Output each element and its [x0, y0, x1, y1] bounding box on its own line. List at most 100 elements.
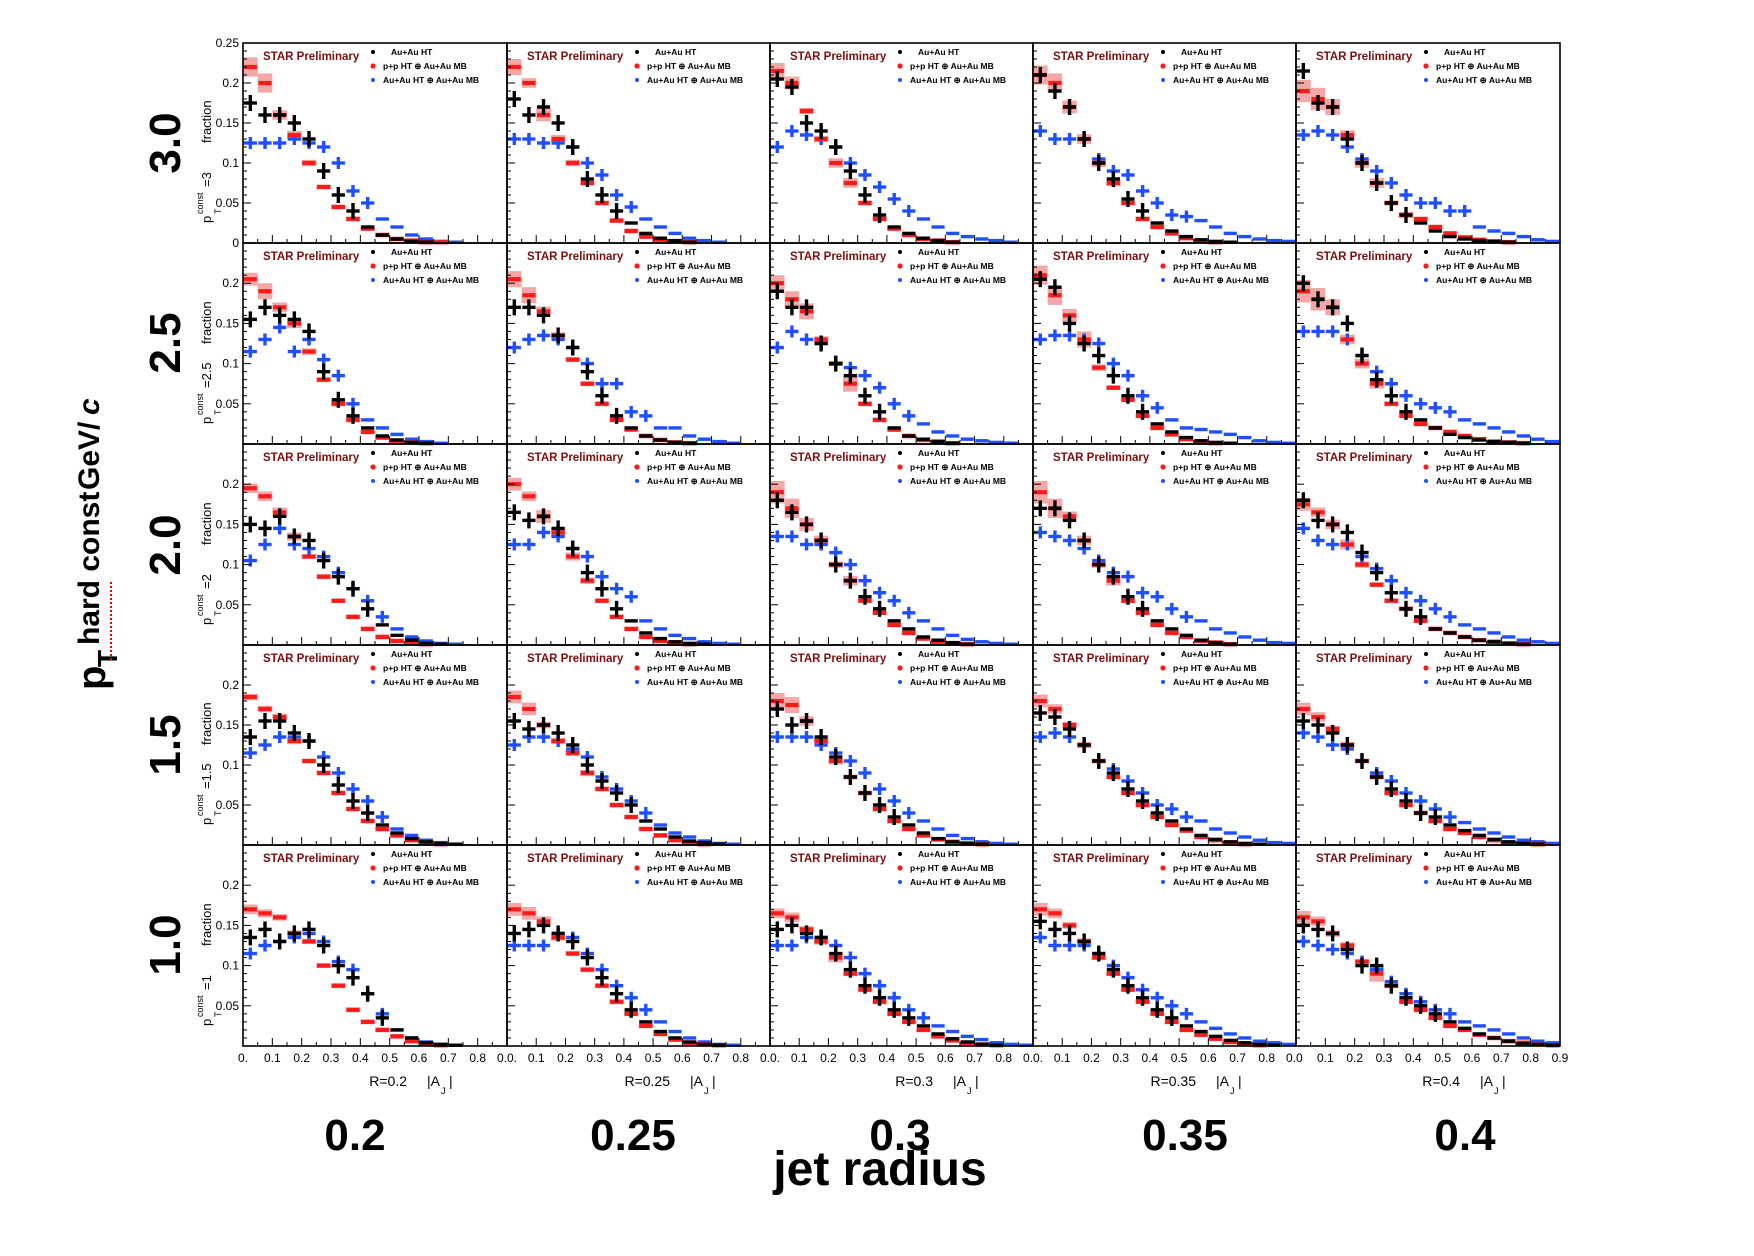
star-preliminary-4-0: STAR Preliminary: [263, 853, 360, 865]
panel-r3-c4: STAR Preliminary Au+Au HT p+p HT ⊕ Au+Au M…: [1295, 644, 1561, 847]
xtitle-bar-1: |: [712, 1073, 716, 1089]
legend-entry-3-1-1: p+p HT ⊕ Au+Au MB: [647, 663, 731, 673]
legend-entry-2-2-2: Au+Au HT ⊕ Au+Au MB: [910, 476, 1006, 486]
xtitle-J-0: J: [441, 1086, 446, 1096]
y-tick-label-2-0: 0.2: [222, 477, 239, 491]
legend-entry-4-0-1: p+p HT ⊕ Au+Au MB: [383, 863, 467, 873]
legend-marker-1-4-2: [1424, 278, 1428, 282]
legend-marker-2-4-2: [1424, 479, 1428, 483]
ytitle-fraction-4: fraction: [199, 903, 214, 946]
y-title-hardconst: hard const: [73, 492, 106, 645]
legend-entry-4-0-0: Au+Au HT: [391, 849, 433, 859]
legend-marker-1-2-0: [898, 250, 902, 254]
panel-r0-c2: STAR Preliminary Au+Au HT p+p HT ⊕ Au+Au M…: [769, 42, 1034, 245]
xtitle-bar-3: |: [1238, 1073, 1242, 1089]
row-labels: 3.0 2.5 2.0 1.5 1.0: [141, 112, 190, 975]
panel-r0-c0: STAR Preliminary Au+Au HT p+p HT ⊕ Au+Au M…: [195, 36, 508, 250]
star-preliminary-3-1: STAR Preliminary: [527, 653, 624, 665]
panel-r3-c0: STAR Preliminary Au+Au HT p+p HT ⊕ Au+Au M…: [195, 644, 508, 847]
x-tick-label-4-6: 0.6: [1464, 1051, 1481, 1065]
legend-entry-2-0-0: Au+Au HT: [391, 448, 433, 458]
star-preliminary-3-4: STAR Preliminary: [1316, 653, 1413, 665]
star-preliminary-2-0: STAR Preliminary: [263, 452, 360, 464]
legend-entry-4-4-0: Au+Au HT: [1444, 849, 1486, 859]
y-tick-label-0-4: 0.05: [216, 196, 240, 210]
legend-marker-0-0-1: [370, 63, 376, 69]
legend-marker-0-4-2: [1424, 78, 1428, 82]
ytitle-const-0: const: [195, 192, 205, 214]
legend-entry-4-3-2: Au+Au HT ⊕ Au+Au MB: [1173, 877, 1269, 887]
panel-frame-2-3: [1032, 443, 1297, 646]
legend-marker-4-1-0: [635, 852, 639, 856]
x-axis-main-title: jet radius: [772, 1143, 986, 1196]
xtitle-AJ-0: |A: [427, 1073, 441, 1089]
ytitle-p-3: p: [199, 818, 214, 825]
ytitle-eq-1: =2.5: [199, 362, 214, 388]
legend-entry-0-0-0: Au+Au HT: [391, 47, 433, 57]
legend-entry-2-4-0: Au+Au HT: [1444, 448, 1486, 458]
y-tick-label-2-3: 0.05: [216, 598, 240, 612]
x-tick-label-1-9: 0.: [760, 1051, 770, 1065]
legend-entry-1-1-1: p+p HT ⊕ Au+Au MB: [647, 261, 731, 271]
ytitle-const-4: const: [195, 995, 205, 1017]
ytitle-T-1: T: [213, 409, 223, 415]
ytitle-p-4: p: [199, 1019, 214, 1026]
x-tick-label-0-6: 0.6: [411, 1051, 428, 1065]
legend-entry-4-0-2: Au+Au HT ⊕ Au+Au MB: [383, 877, 479, 887]
panel-frame-2-1: [506, 443, 771, 646]
star-preliminary-0-0: STAR Preliminary: [263, 51, 360, 63]
star-preliminary-0-4: STAR Preliminary: [1316, 51, 1413, 63]
y-tick-label-3-3: 0.05: [216, 798, 240, 812]
y-title-p: p: [70, 666, 114, 690]
x-tick-label-1-1: 0.1: [528, 1051, 545, 1065]
y-tick-label-2-2: 0.1: [222, 558, 239, 572]
star-preliminary-3-2: STAR Preliminary: [790, 653, 887, 665]
legend-marker-3-2-2: [898, 680, 902, 684]
y-tick-label-2-1: 0.15: [216, 517, 240, 531]
x-tick-label-2-3: 0.3: [849, 1051, 866, 1065]
legend-entry-0-0-2: Au+Au HT ⊕ Au+Au MB: [383, 75, 479, 85]
ytitle-p-2: p: [199, 618, 214, 625]
ytitle-fraction-3: fraction: [199, 702, 214, 745]
legend-marker-1-3-2: [1161, 278, 1165, 282]
legend-entry-2-3-0: Au+Au HT: [1181, 448, 1223, 458]
legend-marker-3-1-0: [635, 652, 639, 656]
panel-frame-1-2: [769, 242, 1034, 445]
legend-marker-2-3-2: [1161, 479, 1165, 483]
panel-r3-c3: STAR Preliminary Au+Au HT p+p HT ⊕ Au+Au M…: [1032, 644, 1297, 847]
col-label-1: 0.25: [590, 1111, 676, 1160]
star-preliminary-2-3: STAR Preliminary: [1053, 452, 1150, 464]
row-label-1: 2.5: [141, 312, 190, 373]
x-tick-label-2-9: 0.: [1023, 1051, 1033, 1065]
legend-marker-4-0-0: [371, 852, 375, 856]
legend-entry-4-2-1: p+p HT ⊕ Au+Au MB: [910, 863, 994, 873]
legend-entry-2-4-2: Au+Au HT ⊕ Au+Au MB: [1436, 476, 1532, 486]
star-preliminary-2-2: STAR Preliminary: [790, 452, 887, 464]
ytitle-p-1: p: [199, 417, 214, 424]
star-preliminary-1-1: STAR Preliminary: [527, 251, 624, 263]
xtitle-AJ-3: |A: [1216, 1073, 1230, 1089]
legend-marker-1-2-2: [898, 278, 902, 282]
star-preliminary-0-1: STAR Preliminary: [527, 51, 624, 63]
legend-entry-3-1-2: Au+Au HT ⊕ Au+Au MB: [647, 677, 743, 687]
legend-entry-2-4-1: p+p HT ⊕ Au+Au MB: [1436, 462, 1520, 472]
panel-r1-c1: STAR Preliminary Au+Au HT p+p HT ⊕ Au+Au M…: [506, 242, 771, 446]
legend-entry-1-0-0: Au+Au HT: [391, 247, 433, 257]
legend-entry-2-3-2: Au+Au HT ⊕ Au+Au MB: [1173, 476, 1269, 486]
legend-entry-3-4-1: p+p HT ⊕ Au+Au MB: [1436, 663, 1520, 673]
legend-entry-4-2-0: Au+Au HT: [918, 849, 960, 859]
panel-frame-3-2: [769, 644, 1034, 846]
x-tick-label-3-8: 0.8: [1258, 1051, 1275, 1065]
ytitle-T-2: T: [213, 610, 223, 616]
ytitle-p-0: p: [199, 216, 214, 223]
legend-entry-4-1-1: p+p HT ⊕ Au+Au MB: [647, 863, 731, 873]
panel-frame-3-0: [242, 644, 508, 846]
xtitle-J-3: J: [1230, 1086, 1235, 1096]
legend-marker-4-4-1: [1423, 865, 1429, 871]
legend-marker-2-2-1: [897, 464, 903, 470]
star-preliminary-4-2: STAR Preliminary: [790, 853, 887, 865]
